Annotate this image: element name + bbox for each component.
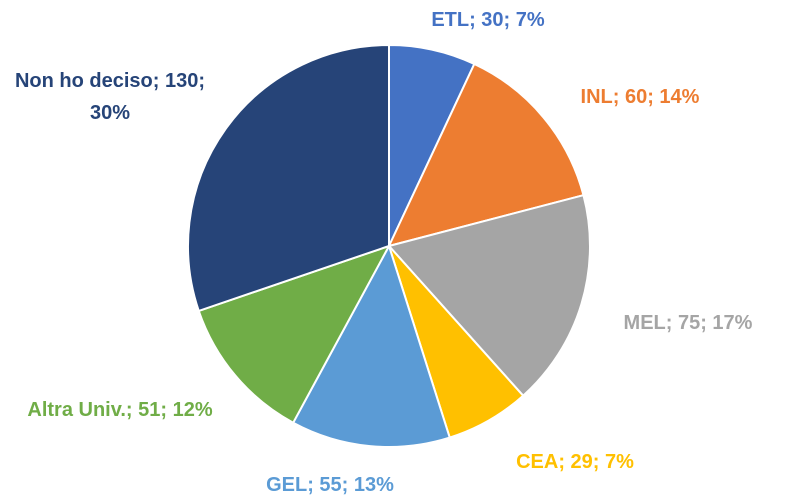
- data-label: ETL; 30; 7%: [431, 9, 545, 31]
- data-label: Non ho deciso; 130; 30%: [14, 70, 206, 124]
- pie-slice: [291, 243, 451, 448]
- data-label: MEL; 75; 17%: [623, 312, 753, 334]
- data-label: CEA; 29; 7%: [516, 451, 634, 473]
- data-label: GEL; 55; 13%: [266, 474, 394, 496]
- pie-slice: [197, 244, 392, 425]
- data-label: INL; 60; 14%: [580, 86, 700, 108]
- pie-slice: [387, 62, 585, 248]
- data-label: Altra Univ.; 51; 12%: [27, 399, 213, 421]
- pie-slice: [187, 43, 390, 313]
- pie-slice: [387, 193, 591, 398]
